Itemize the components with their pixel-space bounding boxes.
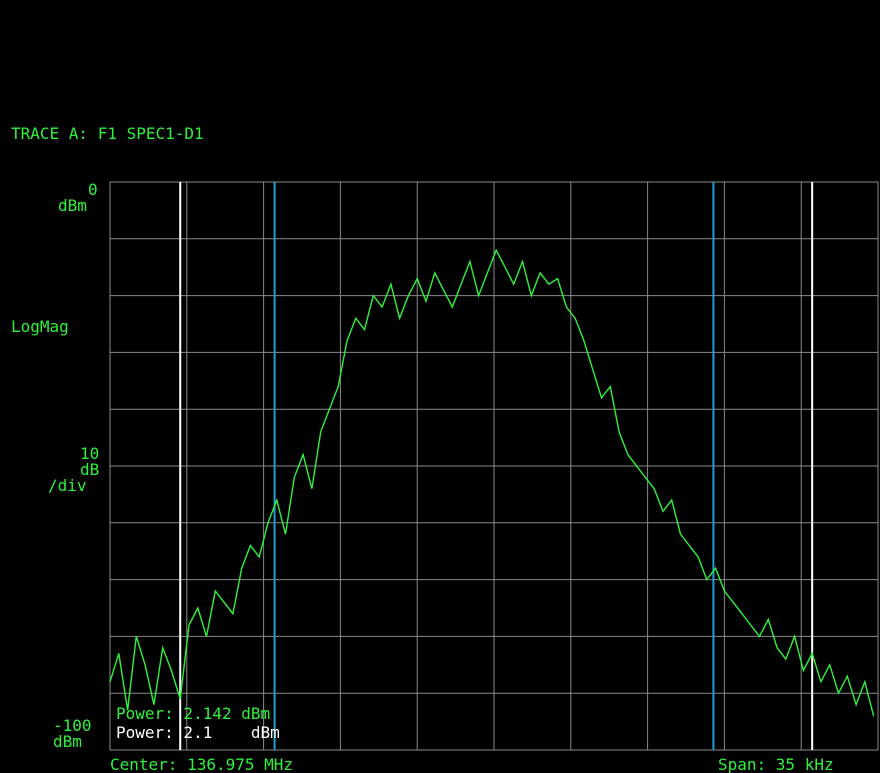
power-readout-secondary: Power: 2.1 dBm bbox=[116, 723, 280, 742]
center-frequency-label: Center: 136.975 MHz bbox=[110, 755, 294, 773]
scale-type-label: LogMag bbox=[11, 317, 69, 336]
reference-bottom-unit: dBm bbox=[53, 732, 82, 751]
trace-title: TRACE A: F1 SPEC1-D1 bbox=[11, 124, 204, 143]
reference-top-value: 0 bbox=[88, 180, 98, 199]
plot-grid bbox=[110, 182, 878, 750]
power-readout-primary: Power: 2.142 dBm bbox=[116, 704, 271, 723]
reference-top-unit: dBm bbox=[58, 196, 87, 215]
scale-per-div-unit: dB bbox=[80, 460, 100, 479]
span-label: Span: 35 kHz bbox=[718, 755, 834, 773]
scale-per-div-suffix: /div bbox=[48, 476, 87, 495]
scale-per-div-value: 10 bbox=[80, 444, 100, 463]
trace-a-line bbox=[109, 248, 875, 717]
power-readout-box: Power: 2.142 dBm Power: 2.1 dBm bbox=[116, 701, 336, 747]
reference-bottom-value: -100 bbox=[53, 716, 92, 735]
